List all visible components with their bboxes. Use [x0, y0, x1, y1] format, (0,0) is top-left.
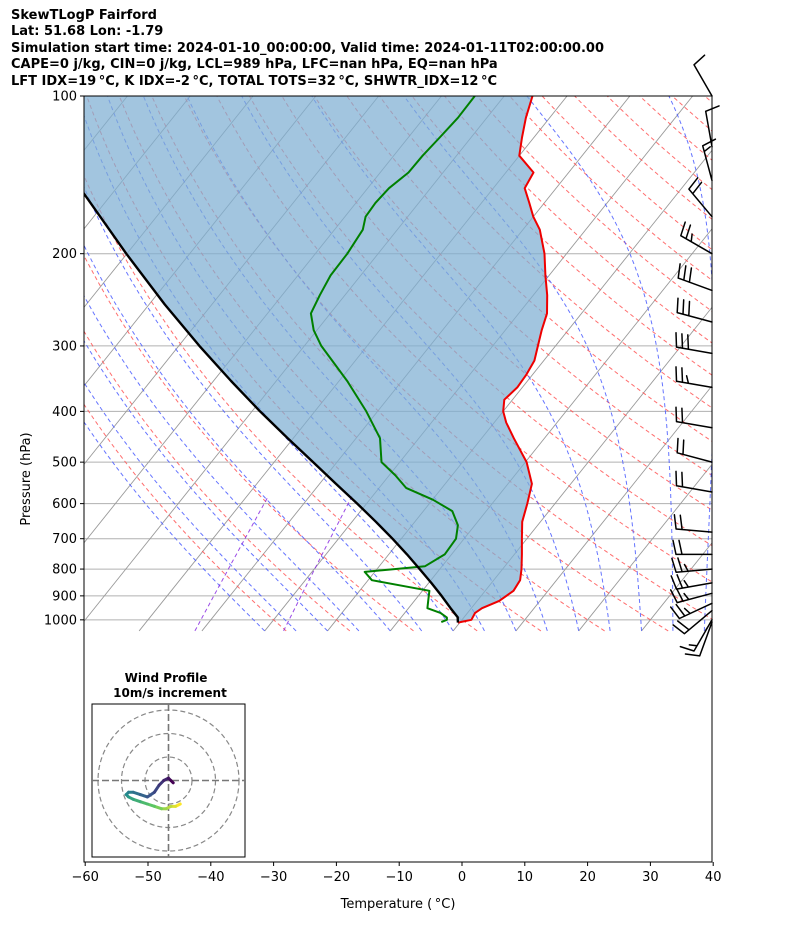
dewpoint-line — [309, 96, 476, 624]
wind-barb — [669, 587, 713, 604]
wind-barb — [673, 514, 713, 533]
x-tick-label: −40 — [197, 870, 224, 885]
x-tick-label: −60 — [71, 870, 98, 885]
moist-adiabat-line — [84, 421, 266, 632]
wind-barb — [671, 557, 713, 573]
x-tick-label: 40 — [705, 870, 722, 885]
x-tick-label: 0 — [458, 870, 466, 885]
moist-adiabat-line — [668, 96, 712, 631]
y-tick-label: 500 — [52, 456, 77, 471]
dry-adiabat-line — [574, 96, 712, 220]
y-tick-label: 200 — [52, 247, 77, 262]
x-tick-label: 10 — [517, 870, 534, 885]
isotherm-line — [641, 542, 712, 632]
y-tick-label: 100 — [52, 90, 77, 105]
isotherm-line — [767, 96, 794, 631]
profiles — [84, 96, 549, 624]
wind-barb — [675, 470, 713, 493]
hodograph-inset: Wind Profile 10m/s increment — [91, 671, 246, 858]
wind-barb — [670, 574, 713, 590]
wind-barb — [676, 297, 713, 323]
stability-indices-label: CAPE=0 j/kg, CIN=0 j/kg, LCL=989 hPa, LF… — [11, 57, 498, 73]
wind-barbs — [669, 54, 720, 657]
wind-barb — [672, 609, 713, 635]
parcel-path-line — [84, 191, 460, 623]
x-tick-label: −30 — [260, 870, 287, 885]
wind-barb — [675, 332, 713, 355]
y-tick-label: 700 — [52, 532, 77, 547]
temperature-line — [457, 96, 549, 624]
moist-adiabat-line — [403, 96, 642, 631]
mixing-ratio-lines — [194, 495, 353, 632]
moist-adiabat-line — [84, 294, 360, 632]
isotherm-line — [703, 620, 712, 632]
mixing-ratio-line — [283, 495, 353, 632]
x-tick-label: −10 — [385, 870, 412, 885]
wind-barb — [684, 621, 713, 657]
y-tick-label: 300 — [52, 339, 77, 354]
x-tick-label: 30 — [642, 870, 659, 885]
wind-barb — [701, 138, 717, 182]
y-tick-label: 1000 — [44, 613, 77, 628]
wind-barb — [672, 539, 713, 556]
dry-adiabat-line — [346, 96, 712, 442]
y-tick-label: 800 — [52, 563, 77, 578]
wind-barb — [679, 619, 713, 652]
plot-frame — [83, 95, 713, 863]
moist-adiabat-line — [84, 244, 391, 632]
x-tick-label: −50 — [134, 870, 161, 885]
cape-cin-shading — [84, 96, 548, 623]
moist-adiabat-line — [526, 96, 674, 631]
hodograph-subtitle: 10m/s increment — [113, 686, 227, 700]
isotherm-line — [0, 96, 2, 631]
mixing-ratio-line — [194, 495, 269, 632]
dry-adiabat-line — [84, 403, 287, 632]
isotherm-line — [515, 385, 712, 632]
dry-adiabat-line — [84, 330, 351, 632]
moist-adiabat-line — [84, 185, 423, 632]
isotherm-line — [578, 463, 712, 632]
x-tick-label: −20 — [323, 870, 350, 885]
cin-shaded-area — [84, 96, 548, 623]
y-axis-label: Pressure (hPa) — [19, 432, 34, 525]
isotherm-line — [0, 96, 65, 631]
hodograph-segment — [169, 779, 175, 785]
chart-header: SkewTLogP Fairford Lat: 51.68 Lon: -1.79… — [11, 8, 604, 90]
wind-barb — [680, 221, 713, 255]
chart-title: SkewTLogP Fairford — [11, 8, 157, 23]
wind-barb — [669, 602, 713, 620]
hodograph-title: Wind Profile — [125, 671, 208, 685]
moist-adiabat-line — [84, 339, 328, 632]
wind-barb — [675, 366, 713, 389]
y-tick-label: 400 — [52, 405, 77, 420]
wind-barb — [676, 437, 713, 463]
isotherm-line — [452, 306, 712, 632]
dry-adiabat-line — [606, 96, 712, 191]
hodograph-plot-area — [92, 704, 245, 857]
x-axis-label: Temperature ( °C) — [340, 897, 456, 912]
time-label: Simulation start time: 2024-01-10_00:00:… — [11, 40, 604, 56]
wind-barb — [675, 406, 713, 429]
wind-barb — [693, 54, 713, 97]
dry-adiabat-line — [541, 96, 712, 251]
index-values-label: LFT IDX=19 °C, K IDX=-2 °C, TOTAL TOTS=3… — [11, 73, 498, 89]
wind-barb — [688, 177, 713, 218]
axes: −60 −50 −40 −30 −20 −10 0 10 20 30 40 100 200 300 400 5… — [44, 90, 722, 886]
y-tick-label: 900 — [52, 589, 77, 604]
dry-adiabat-line — [737, 96, 794, 631]
dry-adiabat-line — [671, 96, 712, 132]
moist-adiabat-line — [84, 114, 454, 632]
wind-barb — [677, 263, 713, 292]
moist-adiabat-line — [84, 381, 297, 632]
dry-adiabat-line — [704, 96, 712, 103]
wind-barb — [704, 105, 720, 148]
x-tick-label: 20 — [579, 870, 596, 885]
y-tick-label: 600 — [52, 497, 77, 512]
location-label: Lat: 51.68 Lon: -1.79 — [11, 24, 164, 40]
